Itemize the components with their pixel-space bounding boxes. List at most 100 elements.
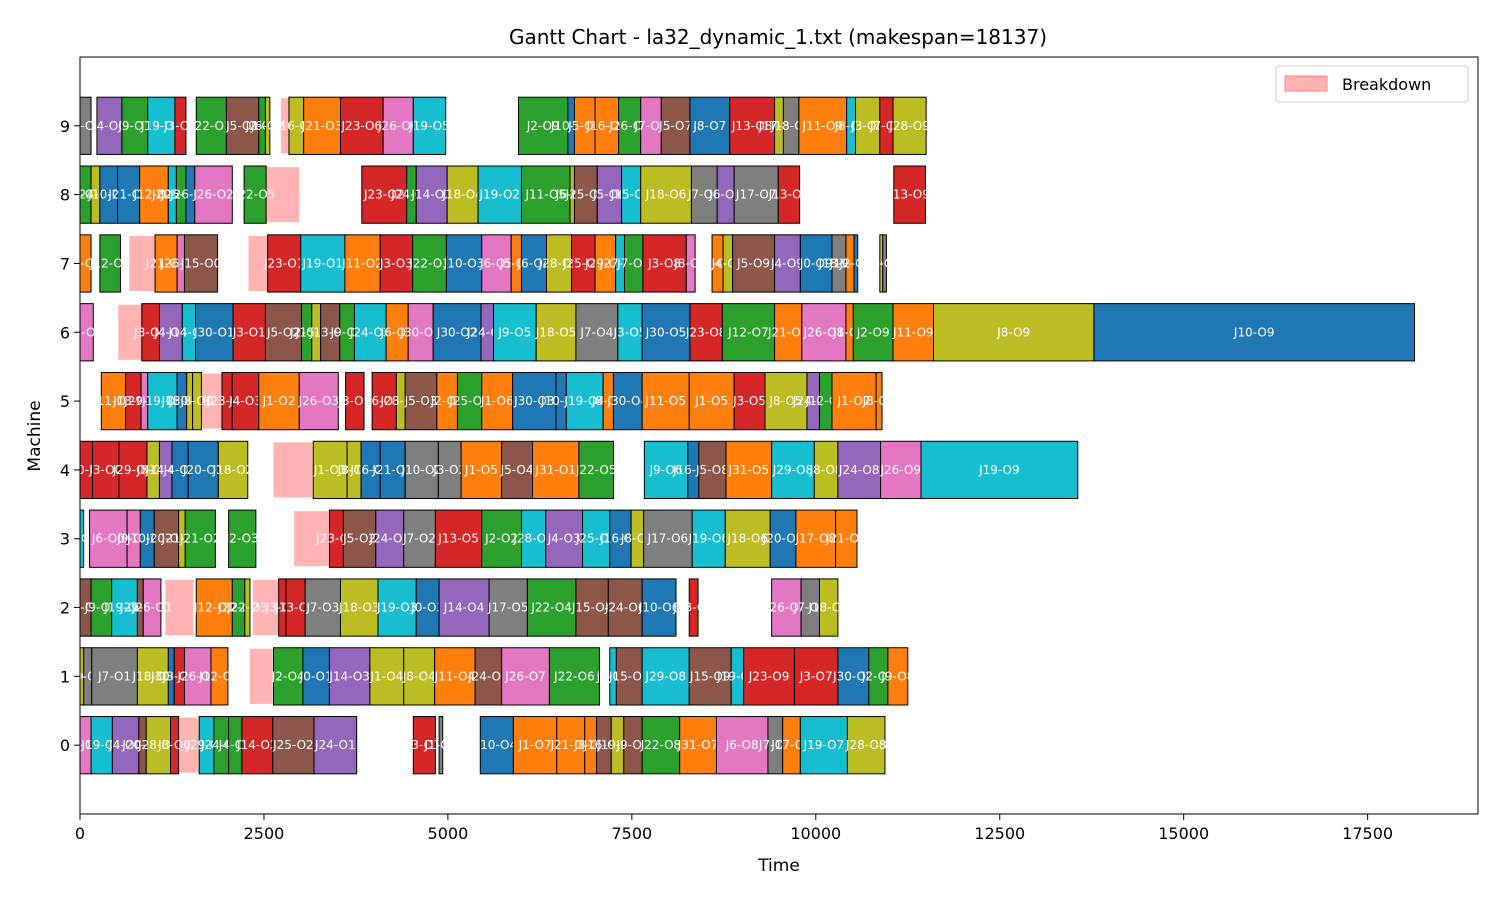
- operation-bar: J26-O3: [297, 372, 339, 429]
- operation-label: J8-O7: [862, 394, 896, 408]
- operation-label: J31-O7: [677, 738, 719, 752]
- operation-label: J3-O7: [799, 669, 833, 683]
- operation-bar: J11-O2: [341, 235, 383, 292]
- operation-bar: J23-O9: [744, 648, 795, 705]
- operation-bar: J30-O5: [642, 304, 690, 361]
- operation-label: J10-O9: [1233, 325, 1275, 339]
- operation-bar: J10-O4: [476, 717, 518, 774]
- operation-bar: J19-O1: [301, 235, 345, 292]
- operation-bar: J1-O4: [369, 648, 403, 705]
- operation-bar: J5-O8: [695, 441, 729, 498]
- operation-label: J24-O8: [838, 463, 880, 477]
- operation-bar: J30-O1: [193, 304, 235, 361]
- operation-label: J7-O1: [97, 669, 131, 683]
- x-axis-title: Time: [757, 856, 800, 876]
- operation-label: J0-O1: [299, 669, 333, 683]
- operation-bar: J14-O4: [439, 579, 489, 636]
- operation-label: J11-O5: [644, 394, 686, 408]
- x-tick-label: 10000: [790, 824, 841, 843]
- operation-label: J13-O5: [437, 532, 479, 546]
- legend-label-breakdown: Breakdown: [1342, 75, 1431, 94]
- x-tick-label: 17500: [1342, 824, 1393, 843]
- operation-label: J3-O1: [232, 325, 266, 339]
- y-tick-label: 0: [60, 736, 70, 755]
- operation-bar: J7-O4: [576, 304, 618, 361]
- operation-label: J18-O8: [807, 601, 849, 615]
- operation-label: J1-O5: [464, 463, 498, 477]
- operation-bar: J23-O8: [685, 304, 727, 361]
- operation-label: J5-O7: [658, 119, 692, 133]
- operation-label: J13-O9: [768, 188, 810, 202]
- operation-bar: J13-O9: [888, 166, 930, 223]
- operation-bar: J5-O4: [500, 441, 534, 498]
- y-tick-label: 1: [60, 667, 70, 686]
- operation-label: J26-O9: [879, 463, 921, 477]
- operation-label: J22-O8: [640, 738, 682, 752]
- operation-label: J9-O5: [497, 325, 531, 339]
- operation-label: J2-O3: [225, 532, 259, 546]
- operation-label: J1-O2: [262, 394, 296, 408]
- operation-bar: J3-O1: [232, 304, 266, 361]
- operation-label: J25-O2: [272, 738, 314, 752]
- operation-bar: J1-O6: [480, 372, 514, 429]
- operation-label: J22-O5: [575, 463, 617, 477]
- operation-label: J2-O9: [856, 325, 890, 339]
- operation-label: J19-O7: [803, 738, 845, 752]
- operation-bar: J18-O2: [212, 441, 254, 498]
- operation-label: J18-O2: [212, 463, 254, 477]
- operation-bar: J2-O9: [853, 304, 893, 361]
- operation-bar: J3-O5: [613, 304, 647, 361]
- operation-bar: J28-O8: [845, 717, 887, 774]
- operation-label: J9-O8: [880, 669, 914, 683]
- operation-label: J3-O3: [337, 394, 371, 408]
- operation-bar: J14-O2: [236, 717, 278, 774]
- operation-bar: J19-O5: [408, 97, 450, 154]
- x-tick-label: 0: [75, 824, 85, 843]
- operation-bar: J24-O8: [838, 441, 881, 498]
- operation-bar: J22-O6: [549, 648, 599, 705]
- operation-bar: J24-O1: [314, 717, 357, 774]
- operation-bar: J18-O6: [641, 166, 692, 223]
- breakdown-bar: [250, 649, 273, 704]
- operation-bar: J18-O4: [441, 166, 483, 223]
- operation-label: J19-O6: [687, 532, 729, 546]
- operation-bar: J8-O7: [690, 97, 730, 154]
- operation-bar: J2-O3: [225, 510, 259, 567]
- operation-label: J28-O8: [845, 738, 887, 752]
- operation-bar: J26-O9: [879, 441, 921, 498]
- operation-label: J5-O4: [500, 463, 534, 477]
- y-tick-label: 4: [60, 461, 70, 480]
- operation-bar: J22-O5: [575, 441, 617, 498]
- operation-bar: J21-O2: [179, 510, 221, 567]
- operation-label: J23-O6: [341, 119, 383, 133]
- operation-label: J23-O1: [263, 256, 305, 270]
- operation-label: J18-O5: [535, 325, 577, 339]
- operation-bar: J7-O2: [402, 510, 436, 567]
- operation-bar: J23-O6: [340, 97, 383, 154]
- operation-label: J22-O6: [553, 669, 595, 683]
- operation-label: J21-O8: [825, 532, 867, 546]
- y-tick-label: 8: [60, 186, 70, 205]
- operation-bar: J4-O3: [228, 372, 262, 429]
- operation-bar: J17-O5: [487, 579, 529, 636]
- operation-label: J14-O4: [443, 601, 485, 615]
- operation-label: J5-O8: [695, 463, 729, 477]
- operation-label: J3-O5: [613, 325, 647, 339]
- operation-bar: J17-O6: [644, 510, 693, 567]
- operation-bar: J26-O2: [192, 166, 234, 223]
- operation-label: J17-O5: [487, 601, 529, 615]
- operation-label: J22-O3: [226, 601, 268, 615]
- x-tick-label: 15000: [1158, 824, 1209, 843]
- operation-label: J1-O1: [423, 738, 457, 752]
- x-tick-label: 2500: [244, 824, 285, 843]
- operation-bar: J19-O7: [800, 717, 847, 774]
- operation-label: J29-O8: [772, 463, 814, 477]
- x-tick-label: 12500: [974, 824, 1025, 843]
- breakdown-bar: [274, 442, 313, 497]
- operation-bar: J28-O9: [888, 97, 930, 154]
- operation-label: J1-O7: [518, 738, 552, 752]
- operation-bar: J1-O5: [461, 441, 501, 498]
- operation-bar: J5-O9: [733, 235, 775, 292]
- operation-label: J24-O1: [314, 738, 356, 752]
